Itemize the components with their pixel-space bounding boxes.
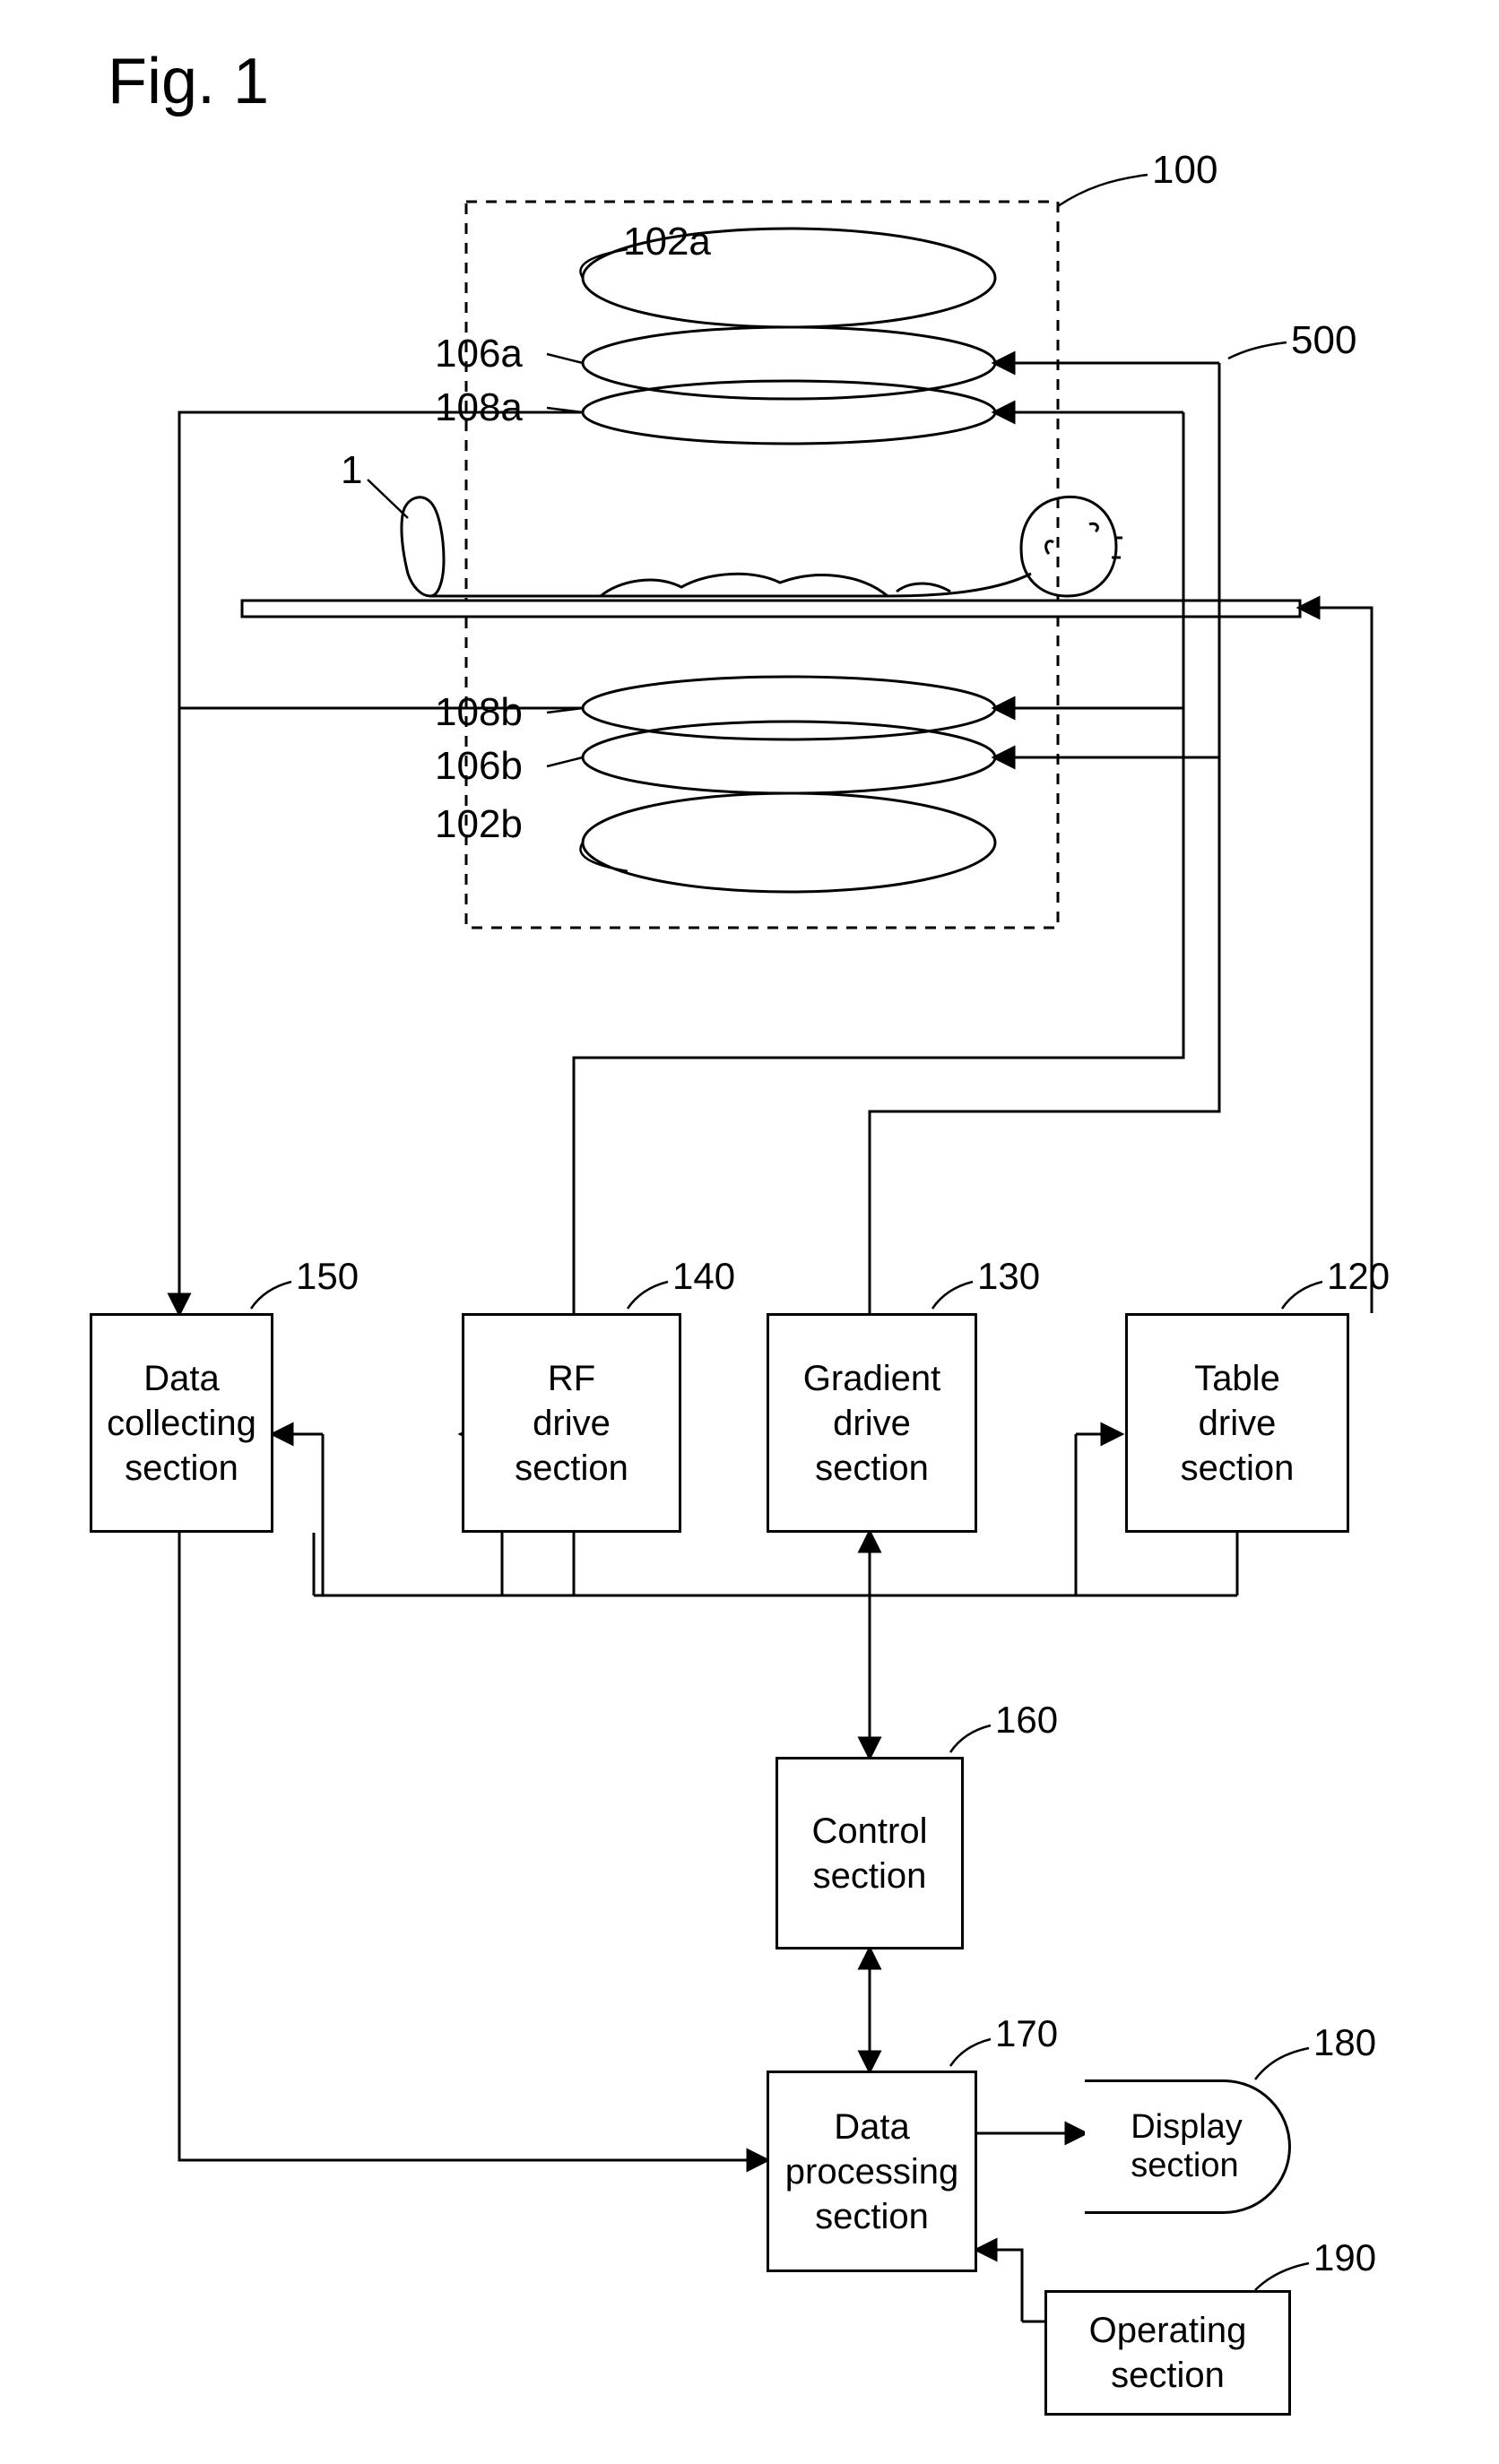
coil-102b xyxy=(583,793,995,892)
wire-190-170 xyxy=(977,2250,1022,2321)
patient-table xyxy=(242,601,1300,617)
leader-500 xyxy=(1228,342,1287,359)
leader-120 xyxy=(1282,1282,1322,1309)
ref-106a: 106a xyxy=(435,332,523,376)
wire-table-to-drive xyxy=(1300,608,1372,1313)
ref-130: 130 xyxy=(977,1255,1040,1298)
block-operating: Operating section xyxy=(1044,2290,1291,2416)
block-label: Display section xyxy=(1131,2108,1243,2185)
block-label: Control section xyxy=(812,1809,928,1898)
block-control: Control section xyxy=(775,1757,964,1950)
leader-130 xyxy=(932,1282,973,1309)
wire-150-170 xyxy=(179,1533,767,2160)
ref-120: 120 xyxy=(1327,1255,1390,1298)
figure-title: Fig. 1 xyxy=(108,45,269,118)
wire-108-to-collect xyxy=(179,412,583,1313)
ref-500: 500 xyxy=(1291,318,1356,363)
leader-170 xyxy=(950,2039,991,2066)
ref-160: 160 xyxy=(995,1699,1058,1742)
block-label: Gradient drive section xyxy=(803,1356,940,1491)
block-display: Display section xyxy=(1085,2079,1291,2214)
leader-140 xyxy=(628,1282,668,1309)
wire-rf-bus xyxy=(574,412,1183,1313)
ref-140: 140 xyxy=(672,1255,735,1298)
block-table-drive: Table drive section xyxy=(1125,1313,1349,1533)
block-data-processing: Data processing section xyxy=(767,2071,977,2272)
ref-102b: 102b xyxy=(435,802,523,847)
coil-108b xyxy=(583,677,995,739)
patient-figure xyxy=(402,497,1122,596)
leader-106b xyxy=(547,757,583,766)
leader-102b xyxy=(580,843,628,871)
wire-gradient-bus xyxy=(870,363,1219,1313)
block-data-collecting: Data collecting section xyxy=(90,1313,273,1533)
block-label: Data collecting section xyxy=(107,1356,256,1491)
ref-180: 180 xyxy=(1313,2021,1376,2064)
block-label: RF drive section xyxy=(515,1356,628,1491)
leader-150 xyxy=(251,1282,291,1309)
ref-108a: 108a xyxy=(435,385,523,430)
leader-106a xyxy=(547,354,583,363)
ref-100: 100 xyxy=(1152,148,1217,193)
ref-106b: 106b xyxy=(435,744,523,789)
leader-190 xyxy=(1255,2263,1309,2290)
block-label: Table drive section xyxy=(1181,1356,1295,1491)
ref-1: 1 xyxy=(341,448,362,493)
block-label: Data processing section xyxy=(785,2105,958,2239)
coil-106a xyxy=(583,327,995,399)
ref-170: 170 xyxy=(995,2012,1058,2055)
leader-1 xyxy=(368,480,408,518)
ref-102a: 102a xyxy=(623,220,711,264)
leader-100 xyxy=(1058,175,1148,206)
coil-108a xyxy=(583,381,995,444)
ref-108b: 108b xyxy=(435,690,523,735)
diagram-svg xyxy=(0,0,1499,2464)
ref-190: 190 xyxy=(1313,2236,1376,2279)
leader-102a xyxy=(580,249,628,278)
block-rf-drive: RF drive section xyxy=(462,1313,681,1533)
figure-page: Fig. 1 xyxy=(0,0,1499,2464)
leader-160 xyxy=(950,1725,991,1752)
coil-106b xyxy=(583,722,995,793)
block-gradient-drive: Gradient drive section xyxy=(767,1313,977,1533)
ref-150: 150 xyxy=(296,1255,359,1298)
leader-180 xyxy=(1255,2048,1309,2079)
block-label: Operating section xyxy=(1089,2308,1247,2398)
